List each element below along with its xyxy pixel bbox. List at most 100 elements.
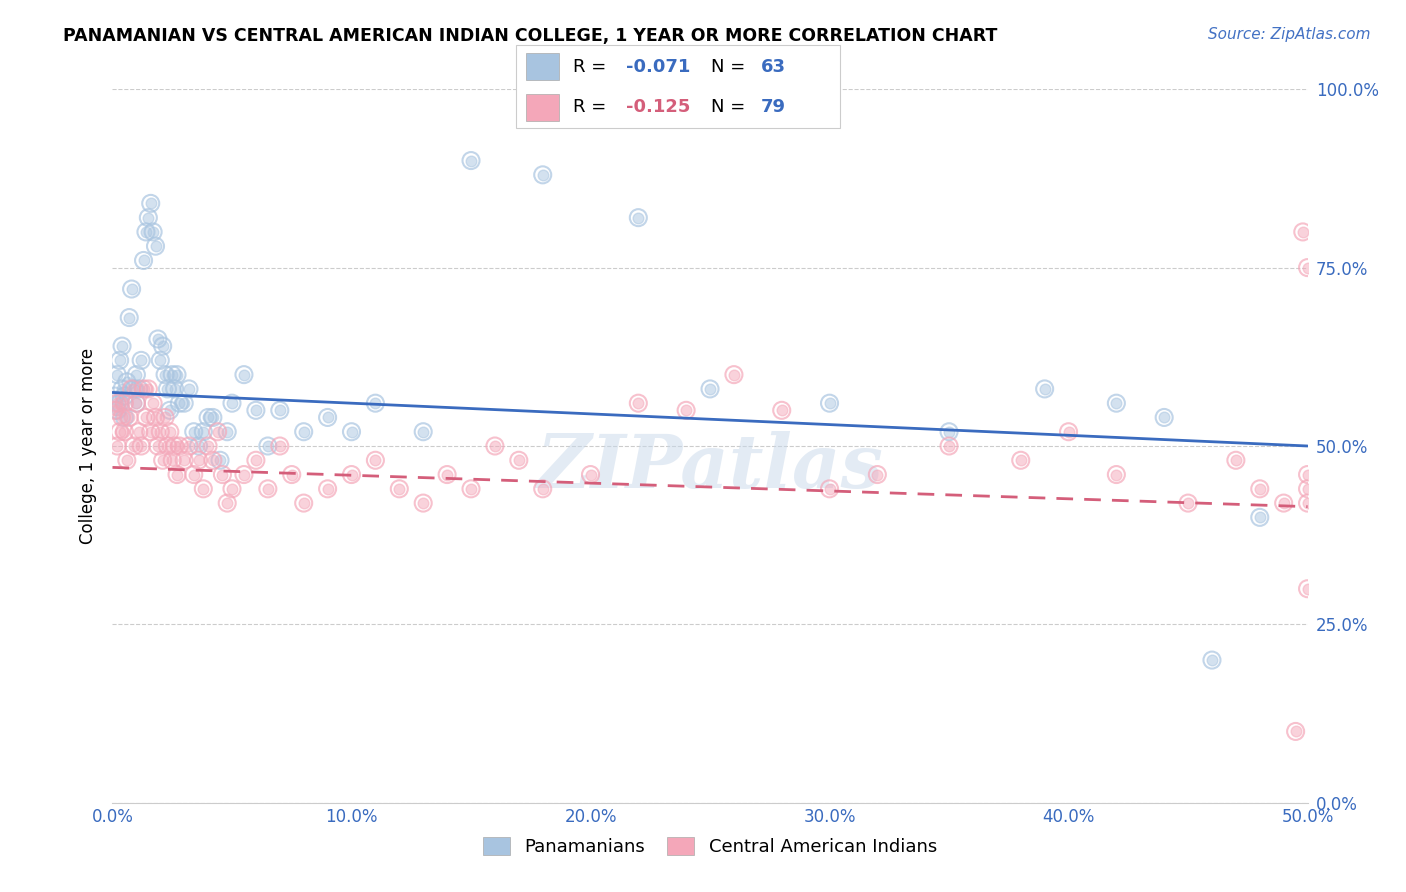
Point [723,368,745,382]
Point [142,225,165,239]
Point [118,410,141,425]
Point [138,382,160,396]
Point [163,382,186,396]
Point [938,425,960,439]
Text: ZIPatlas: ZIPatlas [537,431,883,504]
Point [122,382,145,396]
Point [115,453,138,467]
Legend: Panamanians, Central American Indians: Panamanians, Central American Indians [474,828,946,865]
Point [121,282,143,296]
Point [211,467,233,482]
Point [531,482,554,496]
Point [1296,260,1319,275]
Point [108,396,131,410]
Point [132,382,155,396]
Point [121,282,143,296]
Point [1285,724,1308,739]
Point [1201,653,1223,667]
Point [1296,482,1319,496]
Point [1292,225,1315,239]
Text: R =: R = [572,58,612,76]
Point [508,453,530,467]
Text: -0.125: -0.125 [626,98,690,116]
Point [129,439,152,453]
Point [152,453,174,467]
Point [1010,453,1032,467]
Point [818,482,841,496]
Point [245,403,267,417]
Point [145,239,167,253]
Point [135,225,157,239]
Point [292,425,315,439]
Point [1010,453,1032,467]
Point [233,368,256,382]
Point [142,396,165,410]
Point [412,425,434,439]
FancyBboxPatch shape [516,45,841,128]
Point [105,396,128,410]
Point [104,389,127,403]
Point [201,410,224,425]
Point [139,196,162,211]
Point [436,467,458,482]
Point [142,396,165,410]
Point [364,453,387,467]
Point [627,396,650,410]
Point [159,403,181,417]
Point [132,253,155,268]
Point [1177,496,1199,510]
Point [149,425,172,439]
Point [114,389,135,403]
Point [156,439,179,453]
Point [1033,382,1056,396]
Point [508,453,530,467]
Point [1105,467,1128,482]
Point [1296,467,1319,482]
Point [149,353,172,368]
Point [1296,582,1319,596]
Point [125,396,148,410]
Point [173,453,195,467]
Point [166,467,188,482]
Point [122,382,145,396]
Point [153,410,176,425]
Point [211,467,233,482]
Point [135,225,157,239]
Point [118,310,141,325]
Point [187,439,209,453]
Point [207,425,229,439]
Point [139,425,162,439]
Point [1292,225,1315,239]
Point [316,482,339,496]
Point [675,403,697,417]
Point [118,310,141,325]
Point [460,482,482,496]
Point [579,467,602,482]
Point [531,168,554,182]
Point [183,467,205,482]
Point [460,153,482,168]
Point [163,382,186,396]
Point [388,482,411,496]
Point [169,396,191,410]
Point [138,382,160,396]
Point [292,496,315,510]
Text: 63: 63 [761,58,786,76]
Point [460,153,482,168]
Point [257,482,280,496]
Point [173,396,195,410]
Point [723,368,745,382]
Point [269,403,291,417]
Point [675,403,697,417]
Point [169,439,191,453]
Point [128,425,150,439]
Point [193,425,215,439]
Point [281,467,304,482]
Point [156,382,179,396]
Point [173,396,195,410]
Point [209,453,232,467]
Point [1249,482,1271,496]
Point [108,353,131,368]
Point [121,382,143,396]
Point [770,403,793,417]
